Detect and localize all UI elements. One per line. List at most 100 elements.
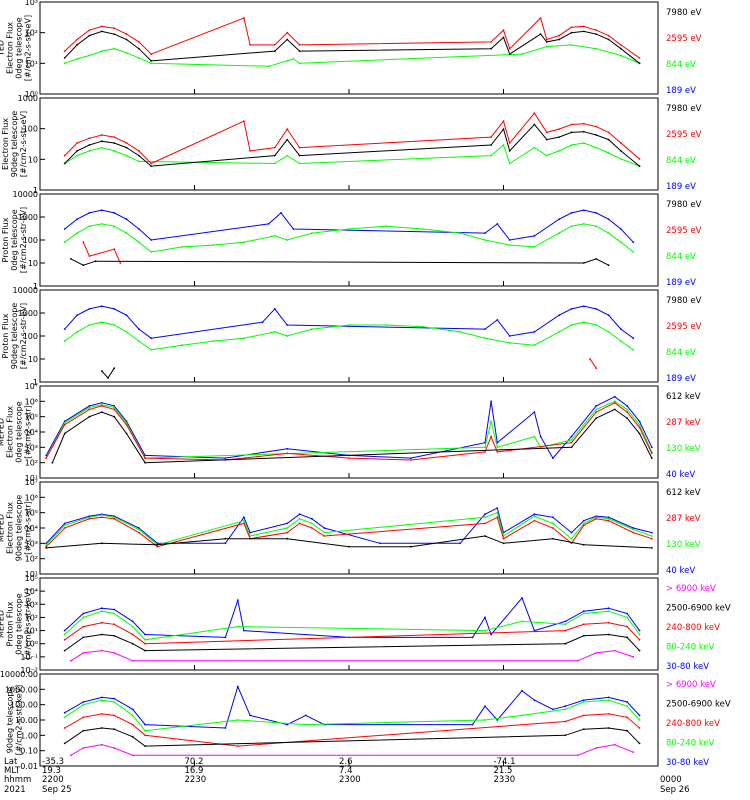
data-point: [502, 36, 505, 39]
data-point: [82, 701, 85, 703]
data-point: [385, 324, 387, 326]
data-point: [626, 612, 628, 615]
data-point: [595, 411, 598, 413]
data-point: [595, 417, 598, 420]
data-point: [100, 713, 103, 715]
data-point: [632, 337, 635, 340]
panel-8: 0.01 0.10 1.00 10.00 100.00 1000.00 10000.00 90…: [0, 670, 731, 771]
data-point: [144, 642, 147, 645]
data-point: [570, 441, 573, 444]
data-point: [100, 140, 103, 143]
panel-frame: [39, 193, 659, 287]
y-tick-label: 1.00: [20, 731, 38, 740]
data-point: [113, 612, 116, 615]
data-point: [82, 616, 85, 619]
data-point: [298, 154, 301, 157]
y-axis-label-line: MEPED: [0, 418, 6, 446]
y-tick-label: 10⁻¹: [20, 653, 38, 662]
data-point: [638, 629, 641, 632]
data-point: [100, 25, 103, 28]
data-point: [582, 209, 585, 212]
y-axis-label-line: Proton Flux: [1, 217, 10, 262]
data-point: [243, 522, 245, 525]
data-point: [632, 348, 635, 351]
data-point: [125, 142, 128, 144]
data-point: [63, 638, 66, 641]
legend-entry: 189 eV: [666, 182, 696, 192]
data-point: [138, 57, 140, 59]
data-point: [564, 623, 567, 626]
data-point: [620, 228, 622, 230]
footer-value: 16.9: [185, 766, 204, 776]
data-point: [582, 25, 585, 28]
data-point: [385, 225, 387, 228]
y-tick-label: 10²: [25, 459, 38, 468]
data-point: [138, 154, 140, 157]
data-point: [570, 123, 573, 126]
data-point: [131, 735, 134, 738]
y-tick-label: 10³: [25, 600, 38, 609]
data-point: [70, 659, 72, 662]
data-point: [459, 331, 462, 333]
data-point: [558, 128, 560, 131]
data-point: [131, 633, 134, 636]
legend-entry: 612 keV: [666, 392, 701, 402]
y-axis-label-line: 90deg telescope: [15, 495, 24, 562]
data-point: [595, 408, 598, 411]
data-point: [144, 457, 147, 459]
data-point: [298, 522, 301, 525]
data-point: [502, 120, 505, 123]
data-point: [490, 144, 492, 146]
legend-entry: 30-80 keV: [666, 758, 709, 768]
data-point: [113, 27, 116, 30]
data-point: [100, 516, 103, 519]
series-green: [64, 44, 640, 67]
y-axis-label-line: Proton Flux: [1, 313, 10, 358]
data-point: [76, 58, 78, 60]
series-red: [589, 358, 597, 369]
data-point: [533, 515, 536, 517]
legend-entry: 2500-6900 keV: [666, 700, 731, 710]
footer-value: 2230: [185, 775, 207, 785]
data-point: [113, 33, 116, 35]
data-point: [113, 701, 116, 703]
data-point: [484, 446, 486, 449]
y-tick-label: 10⁰: [25, 90, 38, 99]
data-point: [650, 535, 653, 537]
data-point: [502, 537, 505, 540]
data-point: [638, 432, 641, 435]
data-point: [595, 33, 598, 35]
data-point: [150, 62, 153, 65]
data-point: [100, 50, 103, 52]
data-point: [521, 689, 523, 692]
data-point: [632, 528, 635, 531]
data-point: [650, 547, 653, 549]
data-point: [273, 331, 276, 333]
y-axis-label-line: [#/cm2-s-str-keV]: [15, 685, 24, 756]
y-tick-label: 1000.00: [5, 685, 38, 694]
data-point: [620, 47, 622, 50]
data-point: [502, 128, 505, 131]
legend-entry: 2595 eV: [666, 34, 702, 44]
data-point: [45, 457, 48, 459]
y-tick-label: 10¹: [25, 59, 38, 68]
data-point: [638, 719, 641, 721]
data-point: [545, 131, 548, 134]
legend-entry: 612 keV: [666, 488, 701, 498]
data-point: [484, 239, 486, 241]
data-point: [533, 235, 536, 237]
data-point: [607, 517, 610, 520]
data-point: [100, 727, 103, 729]
data-point: [280, 212, 282, 214]
data-point: [100, 209, 103, 212]
data-point: [484, 441, 486, 444]
series-green: [64, 142, 640, 167]
data-point: [150, 165, 153, 168]
data-point: [138, 41, 140, 43]
series-black: [64, 30, 640, 64]
data-point: [582, 142, 585, 144]
data-point: [156, 545, 159, 548]
data-point: [82, 716, 85, 719]
data-point: [138, 528, 140, 531]
data-point: [311, 232, 313, 235]
